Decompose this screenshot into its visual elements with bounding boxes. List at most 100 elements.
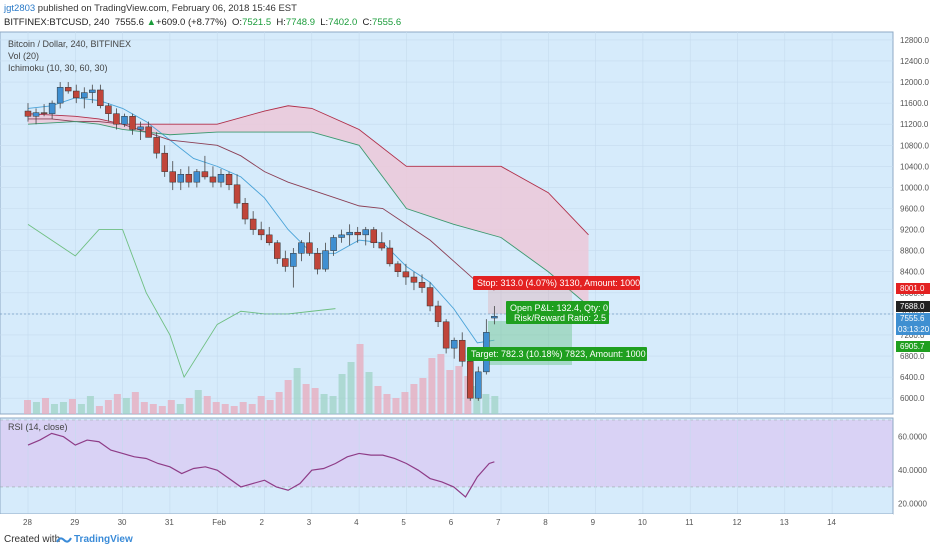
candle-body — [370, 229, 378, 244]
volume-bar — [410, 384, 418, 414]
low-label: L: — [320, 17, 329, 28]
candle-body — [64, 87, 72, 92]
candle-body — [257, 229, 265, 236]
volume-bar — [122, 398, 130, 414]
volume-bar — [212, 402, 220, 414]
candle-body — [338, 234, 345, 238]
candle-body — [290, 253, 297, 267]
candle-body — [129, 116, 136, 130]
symbol-line: BITFINEX:BTCUSD, 240 7555.6 ▲+609.0 (+8.… — [4, 16, 401, 29]
price-tick-label: 10400.0 — [900, 162, 929, 171]
author-link[interactable]: jgt2803 — [4, 3, 36, 14]
volume-bar — [149, 404, 157, 414]
open-pl-box[interactable]: Open P&L: 132.4, Qty: 0 Risk/Reward Rati… — [506, 301, 609, 324]
candle-body — [418, 282, 426, 288]
chart-header: jgt2803 published on TradingView.com, Fe… — [0, 0, 932, 30]
tradingview-brand[interactable]: TradingView — [74, 534, 133, 545]
volume-bar — [239, 402, 247, 414]
volume-bar — [455, 366, 463, 414]
candle-body — [121, 116, 128, 125]
target-price-tag: 6905.7 — [896, 341, 930, 352]
high-label: H: — [276, 17, 286, 28]
volume-bar — [248, 404, 256, 414]
target-box[interactable]: Target: 782.3 (10.18%) 7823, Amount: 100… — [467, 347, 647, 361]
volume-bar — [338, 374, 346, 414]
volume-bar — [176, 404, 184, 414]
volume-bar — [41, 398, 49, 414]
candle-body — [386, 247, 394, 265]
chart-area[interactable]: Stop: 313.0 (4.07%) 3130, Amount: 1000 O… — [0, 30, 932, 530]
stop-box[interactable]: Stop: 313.0 (4.07%) 3130, Amount: 1000 — [473, 276, 640, 290]
volume-bar — [419, 378, 427, 414]
candle-body — [185, 174, 193, 183]
candle-body — [458, 339, 466, 362]
volume-bar — [185, 398, 193, 414]
candle-body — [48, 102, 56, 114]
candle-body — [491, 315, 498, 319]
volume-bar — [365, 372, 373, 414]
time-tick-label: 31 — [165, 518, 174, 527]
candle-body — [56, 87, 64, 104]
volume-bar — [140, 402, 148, 414]
time-tick-label: 30 — [118, 518, 127, 527]
volume-bar — [302, 384, 310, 414]
price-tick-label: 6000.0 — [900, 394, 925, 403]
candle-body — [426, 287, 434, 307]
time-tick-label: 7 — [496, 518, 501, 527]
candle-body — [153, 137, 160, 154]
time-tick-label: 14 — [827, 518, 836, 527]
candle-body — [346, 231, 353, 236]
candle-body — [306, 242, 313, 254]
publish-info: published on TradingView.com, February 0… — [35, 3, 297, 14]
candle-body — [402, 271, 410, 278]
candle-body — [145, 126, 152, 138]
candle-body — [105, 105, 112, 114]
rsi-band — [0, 420, 893, 487]
volume-bar — [383, 394, 391, 414]
candle-body — [394, 263, 402, 272]
time-axis[interactable]: 28 29 30 31 Feb 2 3 4 5 6 7 8 9 10 11 12 13 14 — [23, 518, 837, 527]
created-with-label: Created with — [4, 534, 61, 545]
price-axis[interactable]: 12800.0 12400.0 12000.0 11600.0 11200.0 10800… — [900, 36, 929, 403]
volume-bar — [77, 404, 85, 414]
time-tick-label: 4 — [354, 518, 359, 527]
price-tick-label: 11600.0 — [900, 99, 929, 108]
volume-bar — [428, 358, 436, 414]
price-tick-label: 10800.0 — [900, 141, 929, 150]
ichimoku-cloud — [28, 105, 589, 306]
publish-line: jgt2803 published on TradingView.com, Fe… — [4, 2, 297, 15]
price-tick-label: 6400.0 — [900, 373, 925, 382]
chart-svg[interactable]: Stop: 313.0 (4.07%) 3130, Amount: 1000 O… — [0, 30, 932, 530]
countdown-tag: 03:13:20 — [896, 324, 930, 335]
candle-body — [265, 234, 273, 244]
volume-bar — [266, 400, 274, 414]
volume-bar — [275, 392, 283, 414]
volume-bar — [131, 392, 139, 414]
candle-body — [89, 89, 96, 93]
last-price: 7555.6 — [114, 17, 144, 28]
price-change: +609.0 (+8.77%) — [155, 17, 227, 28]
volume-bar — [284, 380, 292, 414]
volume-bar — [113, 394, 121, 414]
time-tick-label: 3 — [307, 518, 312, 527]
rsi-axis[interactable]: 60.0000 40.0000 20.0000 — [898, 433, 927, 509]
candle-body — [354, 231, 361, 236]
volume-bar — [167, 400, 175, 414]
time-tick-label: 10 — [638, 518, 647, 527]
volume-bar — [473, 386, 481, 414]
rsi-line — [27, 432, 495, 498]
price-tick-label: 12400.0 — [900, 57, 929, 66]
volume-bar — [356, 344, 364, 414]
candle-body — [161, 152, 168, 172]
rsi-tick-label: 40.0000 — [898, 466, 927, 475]
volume-bar — [491, 396, 499, 414]
time-tick-label: 6 — [449, 518, 454, 527]
volume-bar — [158, 406, 166, 414]
volume-bar — [401, 392, 409, 414]
main-pane-bg — [0, 32, 893, 414]
volume-bar — [50, 404, 58, 414]
legend-rsi: RSI (14, close) — [8, 422, 68, 432]
volume-bar — [329, 396, 337, 414]
volume-bar — [203, 396, 211, 414]
volume-bar — [257, 396, 265, 414]
